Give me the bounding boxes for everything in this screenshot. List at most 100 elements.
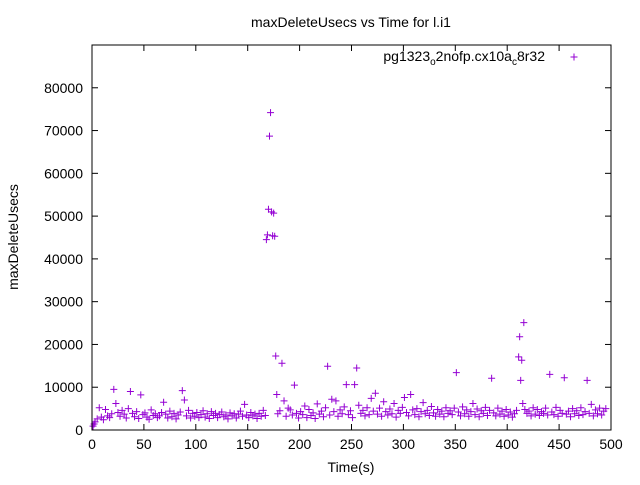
data-point (542, 404, 550, 412)
data-point (319, 413, 327, 421)
data-point (587, 400, 595, 408)
legend-label: pg1323o2nofp.cx10ac8r32 (383, 48, 545, 68)
data-point (180, 396, 188, 404)
data-point (292, 409, 300, 417)
data-point (380, 398, 388, 406)
data-points (89, 109, 610, 430)
x-tick-label: 500 (599, 436, 623, 452)
data-point (363, 404, 371, 412)
data-point (162, 410, 170, 418)
data-point (288, 411, 296, 419)
y-tick-label: 10000 (44, 379, 83, 395)
data-point (99, 416, 107, 424)
data-point (309, 409, 317, 417)
data-point (222, 411, 230, 419)
data-point (546, 370, 554, 378)
data-point (313, 400, 321, 408)
data-point (203, 410, 211, 418)
data-point (440, 413, 448, 421)
data-point (481, 403, 489, 411)
data-point (400, 393, 408, 401)
data-point (390, 399, 398, 407)
data-point (330, 408, 338, 416)
data-point (158, 408, 166, 416)
data-point (396, 409, 404, 417)
data-point (131, 413, 139, 421)
x-tick-label: 150 (236, 436, 260, 452)
data-point (517, 376, 525, 384)
data-point (286, 406, 294, 414)
data-point (170, 409, 178, 417)
data-point (303, 414, 311, 422)
data-point (515, 353, 523, 361)
x-tick-label: 0 (88, 436, 96, 452)
data-point (93, 415, 101, 423)
y-tick-label: 0 (75, 422, 83, 438)
data-point (434, 405, 442, 413)
data-point (598, 411, 606, 419)
data-point (488, 374, 496, 382)
data-point (191, 412, 199, 420)
data-point (594, 410, 602, 418)
data-point (106, 414, 114, 422)
data-point (473, 405, 481, 413)
data-point (535, 411, 543, 419)
data-point (589, 412, 597, 420)
data-point (273, 390, 281, 398)
data-point (492, 412, 500, 420)
series-points (89, 109, 610, 430)
data-point (114, 408, 122, 416)
data-point (145, 415, 153, 423)
data-point (552, 403, 560, 411)
data-point (253, 414, 261, 422)
data-point (262, 236, 270, 244)
data-point (413, 405, 421, 413)
data-point (199, 407, 207, 415)
data-point (467, 408, 475, 416)
data-point (471, 411, 479, 419)
data-point (384, 411, 392, 419)
data-point (178, 387, 186, 395)
data-point (118, 406, 126, 414)
data-point (322, 404, 330, 412)
data-point (185, 406, 193, 414)
data-point (176, 408, 184, 416)
data-point (101, 405, 109, 413)
data-point (450, 404, 458, 412)
data-point (270, 209, 278, 217)
x-tick-label: 100 (184, 436, 208, 452)
data-point (405, 412, 413, 420)
data-point (367, 394, 375, 402)
data-point (411, 411, 419, 419)
data-point (295, 414, 303, 422)
data-point (193, 408, 201, 416)
data-point (245, 414, 253, 422)
data-point (585, 409, 593, 417)
data-point (596, 404, 604, 412)
data-point (540, 409, 548, 417)
data-point (529, 404, 537, 412)
data-point (388, 410, 396, 418)
data-point (301, 402, 309, 410)
data-point (166, 407, 174, 415)
data-point (518, 356, 526, 364)
legend-marker-symbol (570, 53, 578, 61)
data-point (172, 415, 180, 423)
y-tick-label: 40000 (44, 251, 83, 267)
data-point (573, 407, 581, 415)
data-point (564, 407, 572, 415)
y-tick-label: 60000 (44, 165, 83, 181)
plot-frame (91, 44, 612, 431)
data-point (164, 414, 172, 422)
data-point (349, 414, 357, 422)
chart-title: maxDeleteUsecs vs Time for l.i1 (251, 14, 451, 30)
y-axis-label: maxDeleteUsecs (5, 184, 21, 290)
data-point (425, 411, 433, 419)
data-point (108, 410, 116, 418)
data-point (417, 408, 425, 416)
data-point (355, 401, 363, 409)
data-point (257, 412, 265, 420)
data-point (506, 408, 514, 416)
data-point (280, 397, 288, 405)
